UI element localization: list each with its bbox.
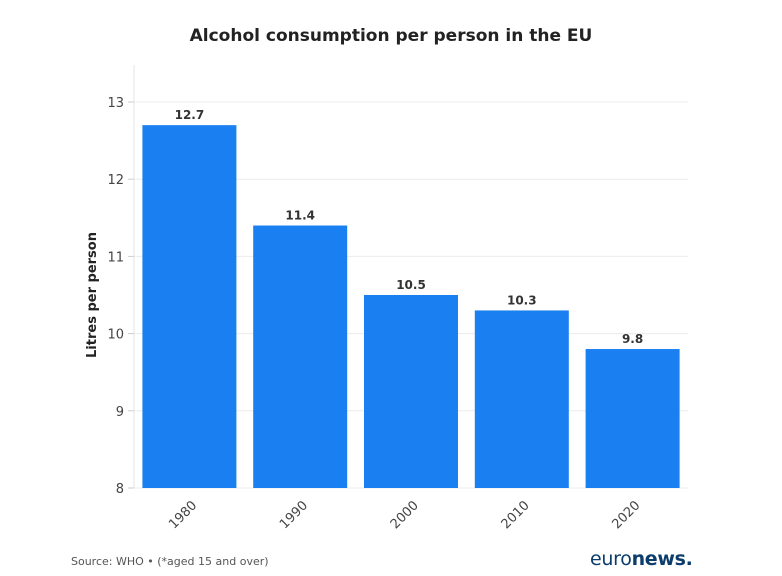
y-tick-label: 8 — [116, 482, 124, 497]
data-label: 12.7 — [175, 108, 205, 122]
x-tick-label: 2020 — [609, 498, 643, 532]
data-label: 10.3 — [507, 293, 537, 307]
y-tick-label: 9 — [116, 405, 124, 420]
y-tick-label: 13 — [107, 96, 124, 111]
chart-title: Alcohol consumption per person in the EU — [189, 26, 593, 46]
y-tick-label: 12 — [107, 173, 124, 188]
bar-2000 — [364, 295, 458, 488]
logo-light: euro — [590, 548, 632, 570]
x-tick-label: 1980 — [166, 498, 200, 532]
euronews-logo: euronews. — [590, 548, 693, 570]
data-label: 9.8 — [622, 332, 643, 346]
bar-2010 — [474, 310, 569, 488]
data-label: 10.5 — [396, 278, 426, 292]
x-tick-label: 2010 — [499, 498, 533, 532]
data-label: 11.4 — [285, 209, 315, 223]
y-axis-label: Litres per person — [85, 232, 100, 358]
x-tick-label: 2000 — [388, 498, 422, 532]
source-note: Source: WHO • (*aged 15 and over) — [71, 555, 269, 568]
bar-1990 — [253, 225, 348, 488]
x-tick-label: 1990 — [277, 498, 311, 532]
y-tick-label: 10 — [107, 328, 124, 343]
y-tick-label: 11 — [107, 250, 124, 265]
logo-bold: news. — [631, 548, 693, 570]
bar-2020 — [585, 349, 680, 488]
bar-1980 — [142, 125, 237, 488]
